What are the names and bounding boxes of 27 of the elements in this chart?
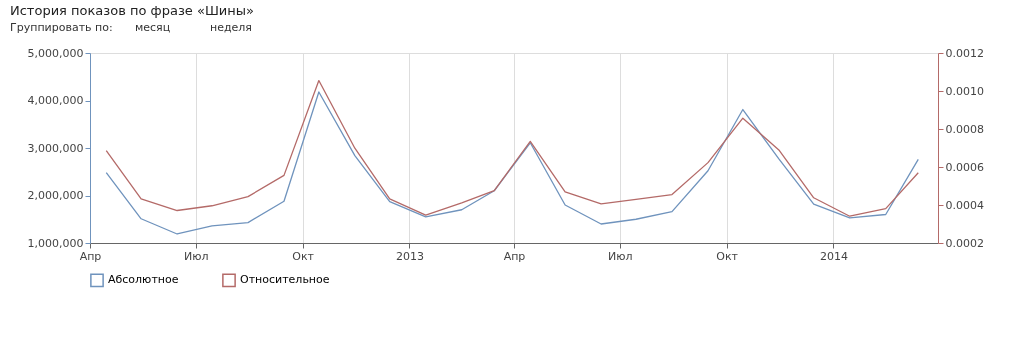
text: месяц xyxy=(135,21,171,34)
y-tick-label: 1,000,000 xyxy=(27,236,84,250)
y2-tick-label: 0.0002 xyxy=(945,236,984,250)
y2-tick-label: 0.0008 xyxy=(945,122,984,136)
text: неделя xyxy=(210,21,252,34)
x-tick-label: Окт xyxy=(716,249,739,263)
x-tick-label: Апр xyxy=(503,249,526,263)
x-tick-label: 2013 xyxy=(395,249,424,263)
legend-label: Относительное xyxy=(240,273,330,287)
x-tick-label: Окт xyxy=(292,249,315,263)
x-tick-label: 2014 xyxy=(819,249,848,263)
x-tick-label: Июл xyxy=(183,249,209,263)
legend-label: Абсолютное xyxy=(108,273,179,287)
y-tick-label: 4,000,000 xyxy=(27,94,84,107)
text: Группировать по: xyxy=(10,21,113,34)
chart-title: История показов по фразе «Шины» xyxy=(10,3,254,18)
y2-tick-label: 0.0012 xyxy=(945,46,984,60)
line-series xyxy=(105,91,919,235)
y-tick-label: 5,000,000 xyxy=(27,46,84,60)
line-series xyxy=(105,79,919,217)
y2-tick-label: 0.0006 xyxy=(945,160,984,174)
y2-tick-label: 0.0010 xyxy=(945,84,984,98)
y-tick-label: 2,000,000 xyxy=(27,189,84,202)
y-tick-label: 3,000,000 xyxy=(27,141,84,155)
x-tick-label: Апр xyxy=(79,249,102,263)
x-tick-label: Июл xyxy=(607,249,633,263)
y2-tick-label: 0.0004 xyxy=(945,198,984,212)
